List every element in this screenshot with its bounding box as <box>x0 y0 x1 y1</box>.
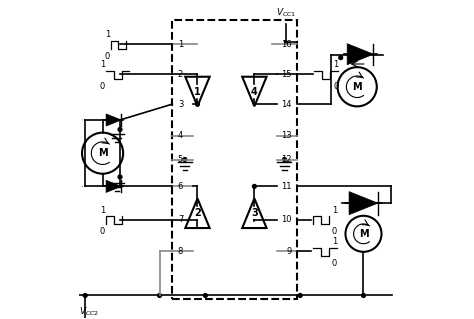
Polygon shape <box>106 114 121 126</box>
Text: 11: 11 <box>281 182 292 191</box>
Circle shape <box>83 293 87 297</box>
Text: 5: 5 <box>178 155 183 164</box>
Text: 1: 1 <box>194 86 201 97</box>
Text: 1: 1 <box>105 30 110 39</box>
Text: 2: 2 <box>194 208 201 218</box>
Text: 1: 1 <box>332 237 337 247</box>
Circle shape <box>118 128 122 131</box>
Text: 0: 0 <box>105 52 110 61</box>
Text: 0: 0 <box>332 227 337 236</box>
Text: 7: 7 <box>178 215 183 224</box>
Circle shape <box>339 56 343 60</box>
Circle shape <box>253 184 256 188</box>
Text: 13: 13 <box>281 131 292 140</box>
Text: 0: 0 <box>333 82 339 91</box>
Text: 2: 2 <box>178 70 183 78</box>
Circle shape <box>203 293 207 297</box>
Text: 1: 1 <box>332 206 337 215</box>
Text: 0: 0 <box>332 259 337 268</box>
Text: 1: 1 <box>100 206 105 215</box>
Text: 1: 1 <box>333 60 339 69</box>
Text: 16: 16 <box>281 40 292 48</box>
Text: M: M <box>359 229 368 239</box>
Text: 3: 3 <box>178 100 183 109</box>
Polygon shape <box>106 180 121 192</box>
Text: 3: 3 <box>251 208 258 218</box>
Text: 10: 10 <box>281 215 292 224</box>
Circle shape <box>196 102 200 106</box>
Text: 0: 0 <box>100 82 105 91</box>
Circle shape <box>158 293 162 297</box>
Text: 4: 4 <box>178 131 183 140</box>
Circle shape <box>283 158 286 161</box>
Text: 4: 4 <box>251 86 258 97</box>
Text: M: M <box>352 82 362 92</box>
Text: 8: 8 <box>178 247 183 256</box>
Polygon shape <box>347 44 374 65</box>
Text: 1: 1 <box>100 60 105 69</box>
Text: 0: 0 <box>100 227 105 236</box>
Text: 9: 9 <box>286 247 292 256</box>
Text: $V_{CC1}$: $V_{CC1}$ <box>276 6 296 19</box>
Text: 12: 12 <box>281 155 292 164</box>
Text: 14: 14 <box>281 100 292 109</box>
Text: 6: 6 <box>178 182 183 191</box>
Circle shape <box>298 293 302 297</box>
Text: M: M <box>98 148 108 158</box>
Text: 1: 1 <box>178 40 183 48</box>
Polygon shape <box>349 192 378 215</box>
Circle shape <box>118 175 122 179</box>
Text: 15: 15 <box>281 70 292 78</box>
Circle shape <box>284 41 288 44</box>
Circle shape <box>183 158 187 161</box>
Text: $V_{CC2}$: $V_{CC2}$ <box>79 305 99 318</box>
Circle shape <box>362 293 365 297</box>
